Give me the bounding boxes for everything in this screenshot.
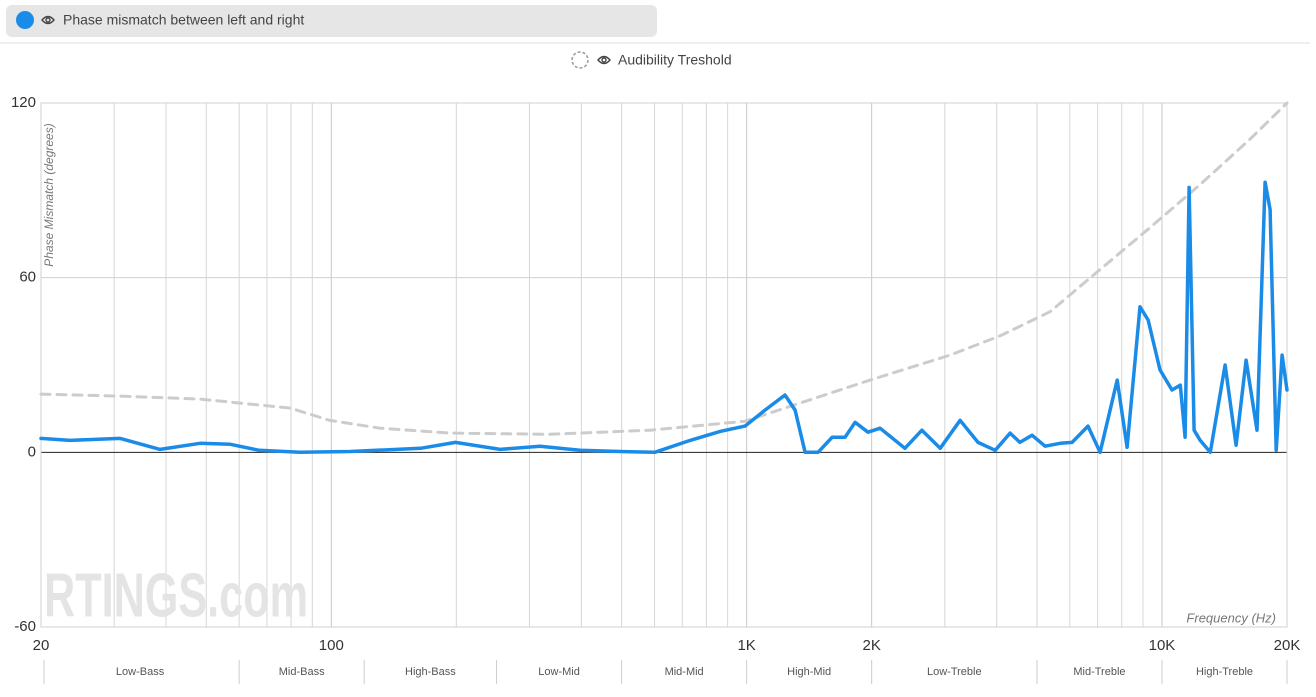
series-line [39,101,1289,436]
band-label: Mid-Treble [1073,666,1125,678]
band-label: Low-Mid [538,666,580,678]
y-tick-label: 60 [19,269,36,286]
x-tick-label: 10K [1149,637,1176,654]
band-label: Low-Bass [116,666,165,678]
x-tick-label: 2K [862,637,880,654]
x-tick-label: 100 [319,637,344,654]
band-label: High-Bass [405,666,456,678]
x-tick-label: 1K [737,637,755,654]
legend-label: Audibility Treshold [618,52,732,68]
series-line [39,180,1289,455]
y-axis-label: Phase Mismatch (degrees) [42,123,56,266]
band-label: Mid-Mid [665,666,704,678]
plot-frame [40,102,1288,628]
legend-item-bg[interactable] [6,5,657,37]
y-tick-label: 0 [28,443,36,460]
legend-swatch [16,11,34,29]
y-tick-label: 120 [11,94,36,111]
watermark: RTINGS.com [44,561,308,630]
x-axis-label: Frequency (Hz) [1186,610,1276,625]
band-label: Low-Treble [927,666,982,678]
band-label: High-Mid [787,666,831,678]
band-label: High-Treble [1196,666,1253,678]
x-tick-label: 20 [33,637,50,654]
y-tick-label: -60 [14,618,36,635]
legend-swatch[interactable] [571,51,589,69]
x-tick-label: 20K [1274,637,1301,654]
legend-label: Phase mismatch between left and right [63,12,304,28]
eye-icon [597,55,611,65]
band-label: Mid-Bass [279,666,325,678]
eye-icon [41,15,55,25]
